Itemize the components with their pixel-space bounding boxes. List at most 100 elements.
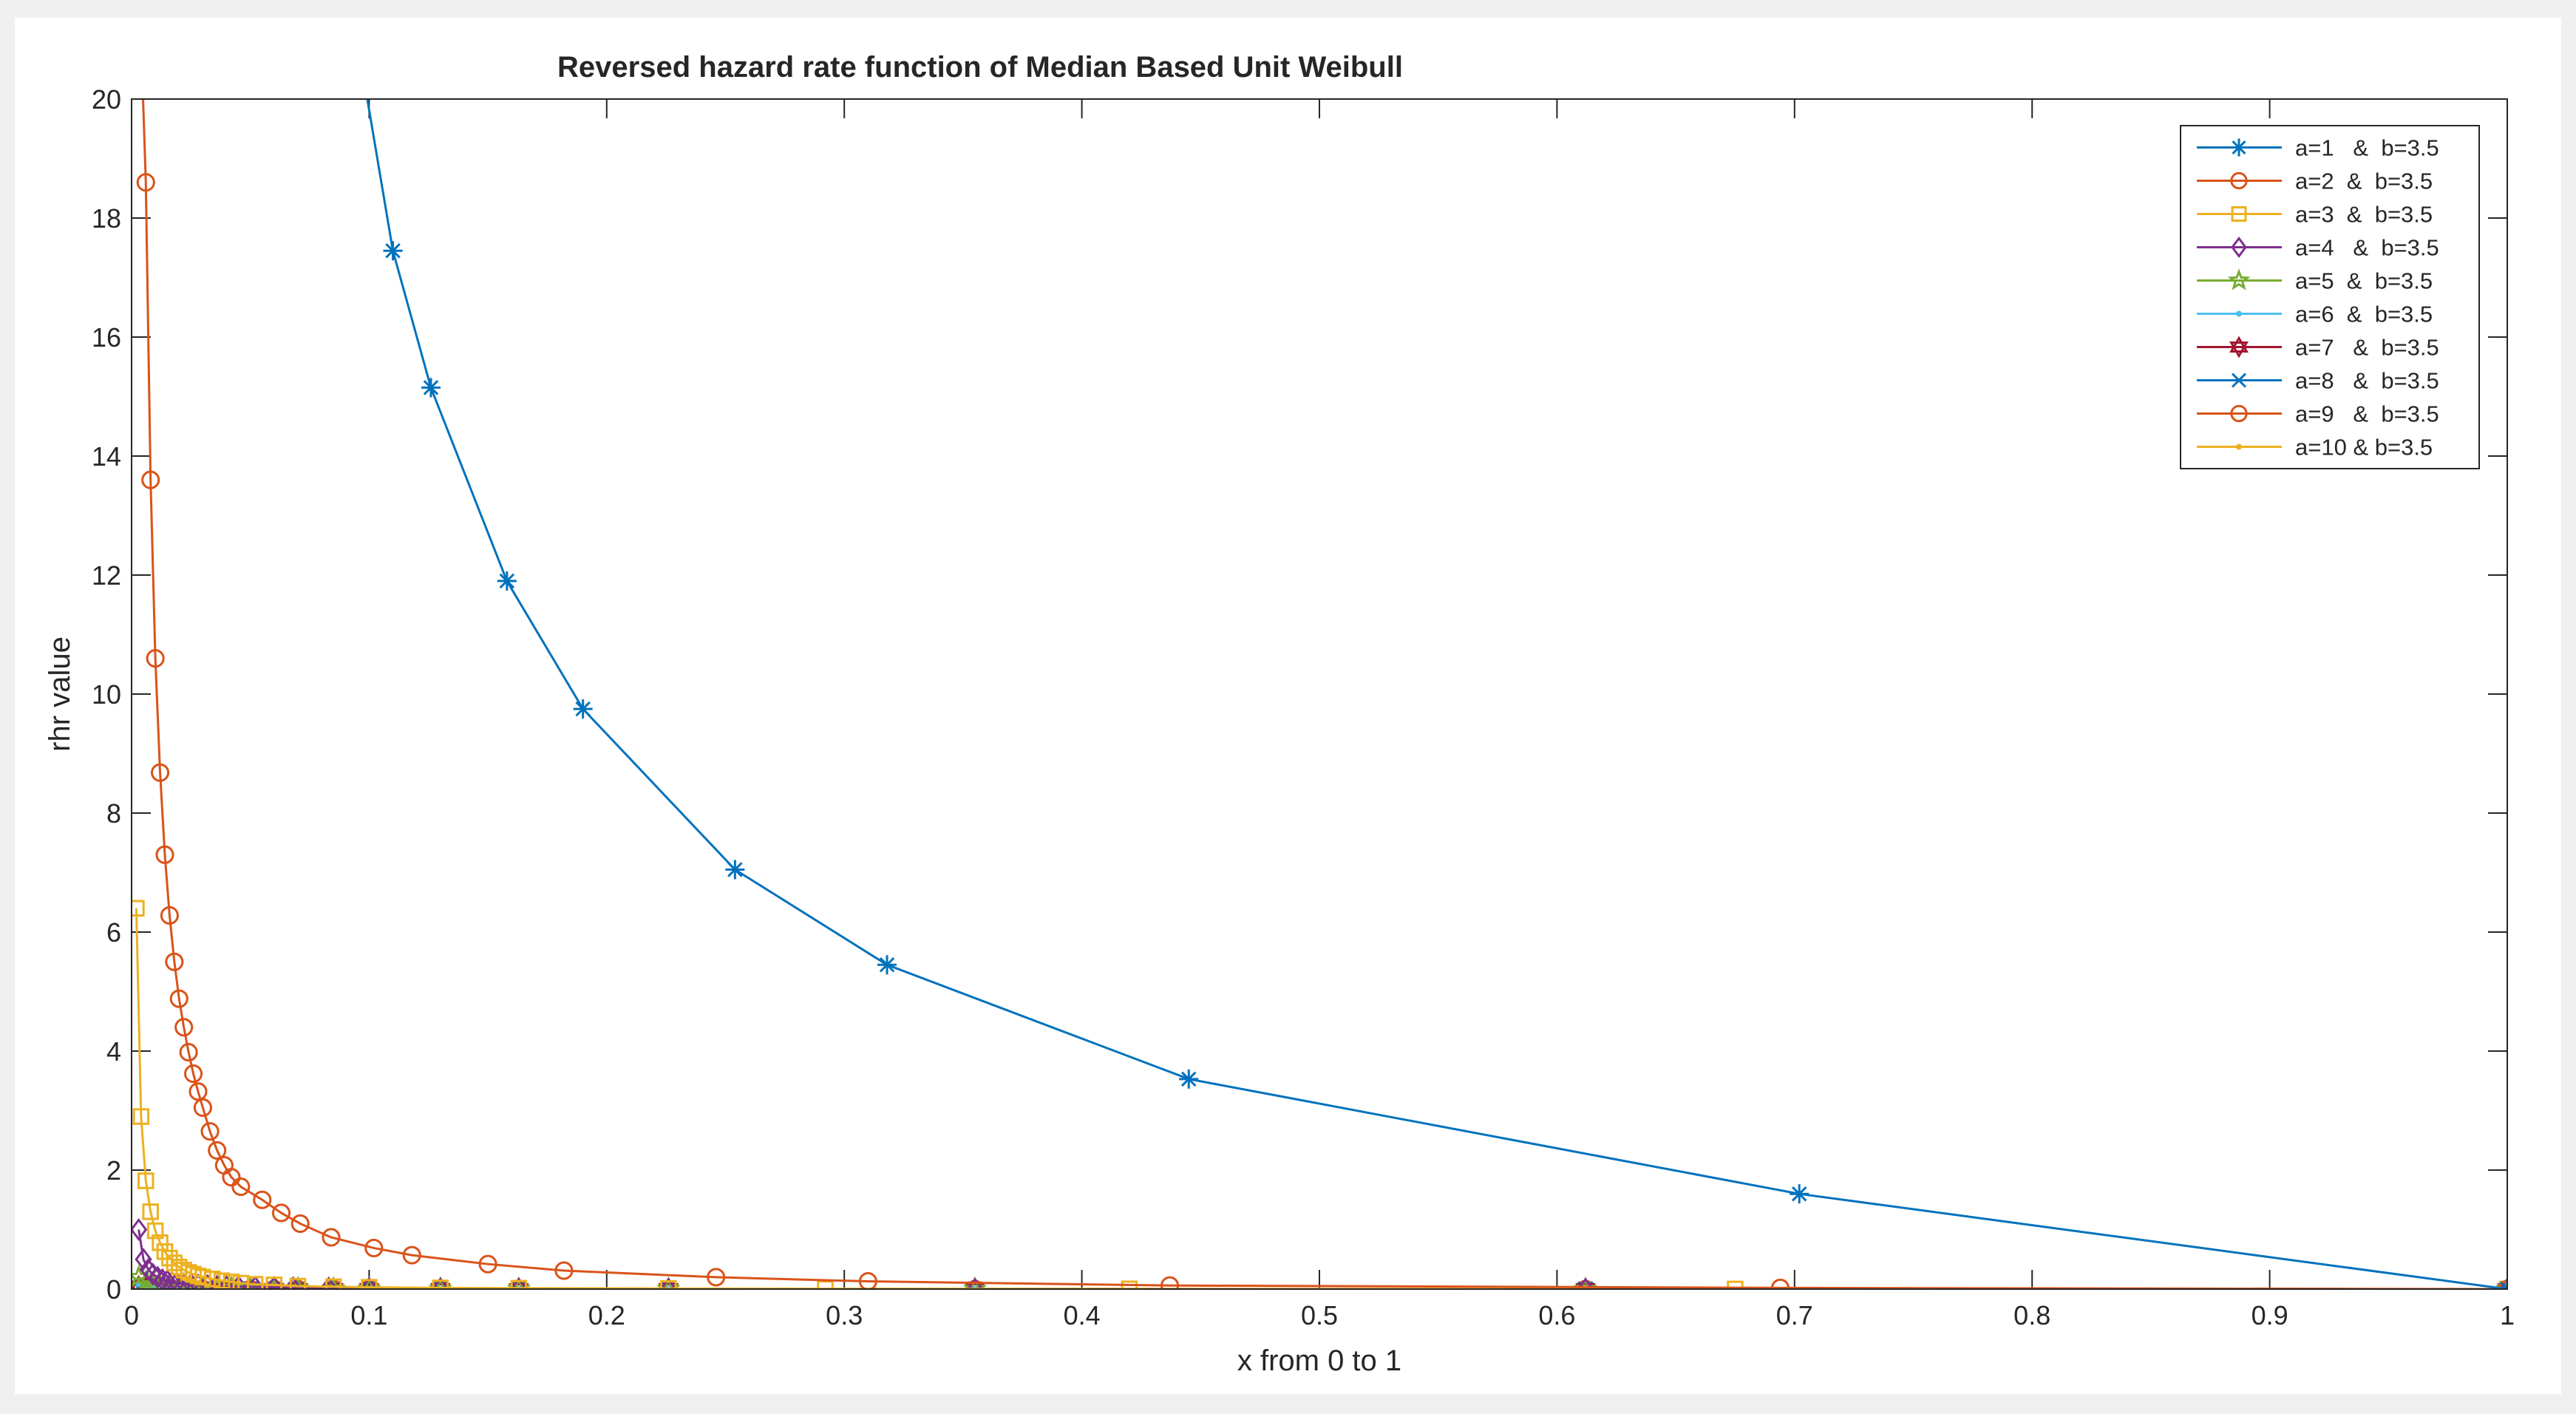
x-tick-label: 0.4 (1064, 1300, 1101, 1330)
data-point (554, 1261, 574, 1280)
x-tick-label: 0.3 (826, 1300, 863, 1330)
data-point (163, 1270, 181, 1289)
legend-item: a=6 & b=3.5 (2197, 302, 2433, 327)
legend-marker (2230, 171, 2248, 190)
data-point (160, 905, 179, 925)
data-point (222, 1168, 241, 1187)
legend-label: a=5 & b=3.5 (2295, 268, 2433, 294)
data-point (364, 1238, 384, 1258)
data-point (213, 1272, 231, 1289)
data-point (141, 470, 160, 489)
data-point (510, 1279, 528, 1289)
x-tick-label: 0.7 (1776, 1300, 1813, 1330)
data-point (265, 1277, 283, 1289)
data-point (361, 1279, 378, 1289)
data-point (217, 1274, 236, 1289)
data-point (132, 900, 145, 917)
data-point (165, 952, 184, 971)
legend-item: a=1 & b=3.5 (2197, 135, 2439, 161)
series-2 (136, 99, 2507, 1289)
data-point (1770, 1278, 1790, 1289)
data-point (1160, 1276, 1180, 1289)
data-point (1573, 1276, 1598, 1289)
x-tick-label: 0.1 (350, 1300, 387, 1330)
legend-label: a=2 & b=3.5 (2295, 169, 2433, 194)
data-point (146, 1222, 164, 1240)
data-point (142, 1203, 159, 1220)
legend-box (2180, 125, 2480, 469)
data-point (194, 1268, 211, 1286)
data-point (497, 571, 517, 591)
y-tick-label: 18 (92, 203, 121, 234)
plot-area (132, 99, 2507, 1289)
legend-item: a=8 & b=3.5 (2197, 368, 2439, 394)
legend-label: a=6 & b=3.5 (2295, 302, 2433, 327)
x-tick-label: 0.8 (2013, 1300, 2050, 1330)
legend-item: a=5 & b=3.5 (2197, 268, 2433, 294)
data-point (725, 860, 745, 880)
data-point (360, 1277, 378, 1289)
data-point (184, 1064, 203, 1084)
legend-label: a=3 & b=3.5 (2295, 202, 2433, 228)
legend-label: a=1 & b=3.5 (2295, 135, 2439, 161)
data-point (383, 241, 403, 261)
data-point (1179, 1069, 1199, 1089)
y-tick-label: 8 (106, 798, 121, 829)
axis-ticks: 0 0.1 0.2 0.3 0.4 0.5 0.6 0.7 0.8 0.9 102468101214… (92, 84, 2515, 1330)
legend-marker (2231, 206, 2247, 222)
data-point (231, 1177, 251, 1197)
data-point (707, 1268, 726, 1287)
legend-marker (2230, 138, 2248, 157)
data-point (320, 1276, 338, 1289)
legend-label: a=7 & b=3.5 (2295, 335, 2439, 361)
data-point (161, 1249, 178, 1267)
legend-label: a=10 & b=3.5 (2295, 435, 2433, 460)
legend-item: a=7 & b=3.5 (2197, 335, 2439, 361)
data-point (271, 1203, 291, 1223)
y-tick-label: 12 (92, 560, 121, 591)
data-point (151, 763, 170, 782)
data-point (154, 1268, 171, 1289)
data-point (222, 1274, 240, 1289)
x-tick-label: 0.9 (2252, 1300, 2288, 1330)
data-point (858, 1271, 877, 1289)
y-tick-label: 10 (92, 679, 121, 710)
data-point (169, 989, 188, 1008)
data-point (510, 1277, 528, 1289)
x-tick-label: 1 (2500, 1300, 2515, 1330)
legend-marker (2230, 404, 2248, 423)
legend-item: a=4 & b=3.5 (2197, 235, 2439, 261)
x-tick-label: 0 (124, 1300, 139, 1330)
data-point (132, 1108, 150, 1125)
data-point (155, 845, 174, 864)
legend-label: a=8 & b=3.5 (2295, 368, 2439, 394)
x-tick-label: 0.2 (588, 1300, 625, 1330)
legend: a=1 & b=3.5 a=2 & b=3.5 a=3 & b=3.5 a=4 & b… (2180, 125, 2480, 469)
data-point (208, 1141, 227, 1160)
data-point (1790, 1184, 1809, 1204)
data-point (962, 1276, 988, 1289)
data-point (2498, 1279, 2507, 1289)
data-point (289, 1277, 307, 1289)
data-point (193, 1098, 212, 1118)
data-point (204, 1271, 221, 1288)
x-tick-label: 0.5 (1301, 1300, 1338, 1330)
legend-marker (2229, 336, 2249, 358)
data-point (200, 1122, 220, 1141)
data-point (966, 1277, 984, 1289)
chart-title: Reversed hazard rate function of Median … (557, 51, 1403, 84)
data-point (158, 1269, 176, 1289)
data-point (322, 1228, 341, 1247)
x-axis-label: x from 0 to 1 (1237, 1345, 1401, 1377)
x-tick-label: 0.6 (1538, 1300, 1575, 1330)
data-point (877, 955, 897, 975)
data-point (136, 173, 155, 192)
data-point (432, 1279, 449, 1289)
data-point (573, 699, 593, 719)
series-1 (366, 99, 2507, 1289)
data-point (174, 1018, 194, 1037)
data-point (179, 1043, 198, 1062)
data-point (253, 1190, 272, 1209)
data-point (478, 1254, 497, 1274)
